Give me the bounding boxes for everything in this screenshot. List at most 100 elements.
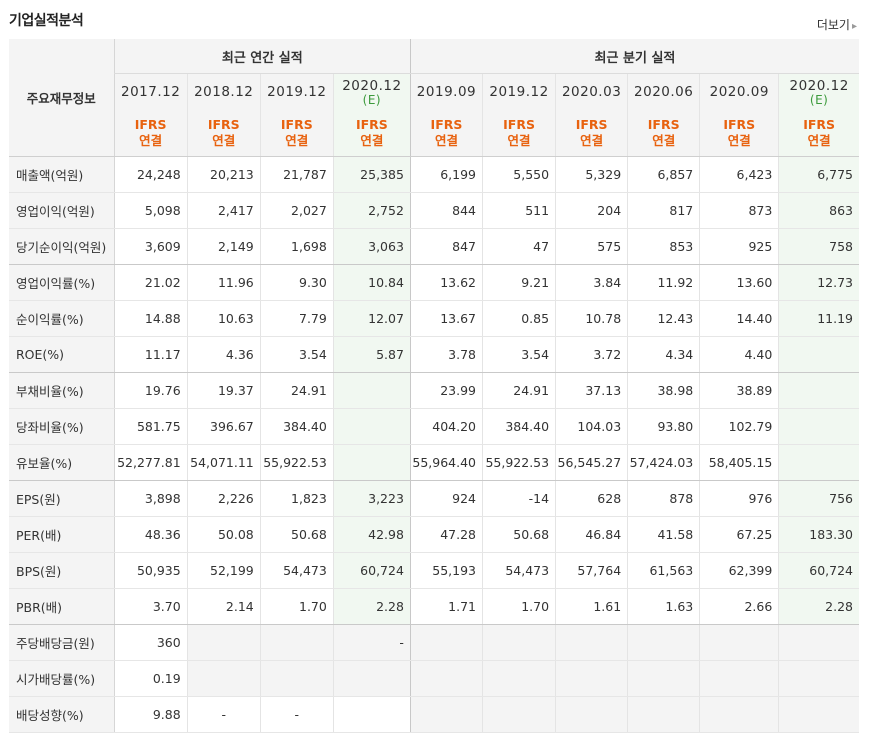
column-date: 2020.03: [555, 73, 628, 110]
data-cell: 4.34: [627, 336, 700, 373]
data-cell: 396.67: [186, 408, 261, 445]
data-cell: 61,563: [627, 552, 700, 589]
standard-ifrs: IFRS: [647, 117, 680, 132]
data-cell: 581.75: [113, 408, 188, 445]
data-cell: 1.63: [627, 588, 700, 625]
more-link[interactable]: 더보기 ▸: [817, 16, 857, 33]
data-cell: 50.08: [186, 516, 261, 553]
data-cell: 54,473: [259, 552, 334, 589]
data-cell: 14.88: [113, 300, 188, 337]
table-row: PER(배) 48.36 50.08 50.68 42.98 47.28 50.68 46.8…: [9, 516, 859, 553]
data-cell: 21.02: [113, 264, 188, 301]
data-cell: 104.03: [555, 408, 628, 445]
standard-consolidated: 연결: [285, 133, 309, 148]
table-row: 유보율(%) 52,277.81 54,071.11 55,922.53 55,964.…: [9, 444, 859, 481]
data-cell: 50.68: [481, 516, 556, 553]
data-cell: 25,385: [332, 156, 411, 193]
data-cell: 13.60: [699, 264, 779, 301]
standard-consolidated: 연결: [434, 133, 458, 148]
data-cell: 1,823: [259, 480, 334, 517]
row-label: ROE(%): [9, 336, 115, 373]
data-cell: 11.17: [113, 336, 188, 373]
column-date-label: 2019.12: [489, 84, 549, 100]
table-row: BPS(원) 50,935 52,199 54,473 60,724 55,193 54,4…: [9, 552, 859, 589]
data-cell: 575: [555, 228, 628, 265]
column-date: 2020.06: [627, 73, 700, 110]
data-cell: 5,329: [555, 156, 628, 193]
standard-consolidated: 연결: [212, 133, 236, 148]
data-cell: 12.73: [778, 264, 859, 301]
table-row: EPS(원) 3,898 2,226 1,823 3,223 924 -14 628 878 97…: [9, 480, 859, 517]
data-cell: 1.70: [259, 588, 334, 625]
column-date: 2019.09: [409, 73, 483, 110]
table-row: 영업이익(억원) 5,098 2,417 2,027 2,752 844 511 204 817…: [9, 192, 859, 229]
data-cell: 14.40: [699, 300, 779, 337]
standard-ifrs: IFRS: [280, 117, 313, 132]
data-cell: 5,550: [481, 156, 556, 193]
table-row: 배당성향(%) 9.88- -: [9, 696, 859, 733]
column-date: 2019.12: [481, 73, 556, 110]
row-label: PBR(배): [9, 588, 115, 625]
data-cell: 47.28: [409, 516, 483, 553]
data-cell: [332, 444, 411, 481]
data-cell: [555, 624, 628, 661]
data-cell: 38.98: [627, 372, 700, 409]
data-cell: [778, 660, 859, 697]
data-cell: 6,199: [409, 156, 483, 193]
data-cell: 12.43: [627, 300, 700, 337]
data-cell: 55,922.53: [259, 444, 334, 481]
column-standard: IFRS 연결: [186, 110, 261, 157]
data-cell: 19.37: [186, 372, 261, 409]
estimate-badge: (E): [362, 92, 382, 107]
data-cell: 360: [113, 624, 188, 661]
data-cell: 6,857: [627, 156, 700, 193]
row-label: 배당성향(%): [9, 696, 115, 733]
data-cell: 844: [409, 192, 483, 229]
data-cell: 758: [778, 228, 859, 265]
data-cell: 1.70: [481, 588, 556, 625]
standard-consolidated: 연결: [652, 133, 676, 148]
data-cell: 10.63: [186, 300, 261, 337]
data-cell: 57,424.03: [627, 444, 700, 481]
data-cell: 10.78: [555, 300, 628, 337]
data-cell: 50.68: [259, 516, 334, 553]
data-cell: 2,752: [332, 192, 411, 229]
column-standard: IFRS 연결: [555, 110, 628, 157]
column-standard: IFRS 연결: [259, 110, 334, 157]
data-cell: [259, 660, 334, 697]
data-cell: 58,405.15: [699, 444, 779, 481]
data-cell: 2.28: [332, 588, 411, 625]
data-cell: 23.99: [409, 372, 483, 409]
data-cell: 55,922.53: [481, 444, 556, 481]
column-standard: IFRS 연결: [481, 110, 556, 157]
standard-ifrs: IFRS: [207, 117, 240, 132]
data-cell: 93.80: [627, 408, 700, 445]
data-cell: 1,698: [259, 228, 334, 265]
data-cell: 3,609: [113, 228, 188, 265]
standard-consolidated: 연결: [507, 133, 531, 148]
data-cell: [778, 696, 859, 733]
data-cell: 3,063: [332, 228, 411, 265]
column-standard: IFRS 연결: [332, 110, 411, 157]
row-label: 부채비율(%): [9, 372, 115, 409]
data-cell: 3.54: [481, 336, 556, 373]
data-cell: 2.14: [186, 588, 261, 625]
row-label: 당기순이익(억원): [9, 228, 115, 265]
standard-ifrs: IFRS: [503, 117, 535, 132]
column-date-label: 2020.12: [342, 77, 402, 94]
data-cell: [778, 624, 859, 661]
group-annual: 최근 연간 실적: [113, 39, 411, 74]
row-label: 주당배당금(원): [9, 624, 115, 661]
data-cell: 13.62: [409, 264, 483, 301]
data-cell: 20,213: [186, 156, 261, 193]
standard-ifrs: IFRS: [803, 117, 836, 132]
data-cell: 873: [699, 192, 779, 229]
corner-label: 주요재무정보: [9, 39, 115, 157]
data-cell: 6,423: [699, 156, 779, 193]
data-cell: 2,226: [186, 480, 261, 517]
data-cell: 853: [627, 228, 700, 265]
table-row: 당기순이익(억원) 3,609 2,149 1,698 3,063 847 47 575 853…: [9, 228, 859, 265]
row-label: 시가배당률(%): [9, 660, 115, 697]
data-cell: [332, 660, 411, 697]
row-label: 당좌비율(%): [9, 408, 115, 445]
